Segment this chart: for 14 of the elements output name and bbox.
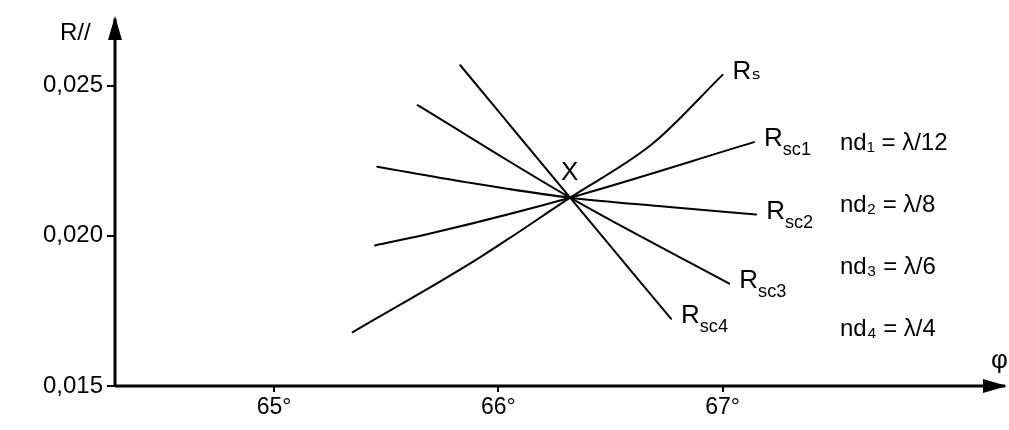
x-axis-title: φ <box>991 344 1008 374</box>
annotation: X <box>561 155 579 186</box>
annotation: nd₂ = λ/8 <box>840 190 936 217</box>
annotation: nd₄ = λ/4 <box>840 314 936 341</box>
x-tick-label: 65° <box>256 393 292 420</box>
y-tick-label: 0,025 <box>42 70 103 98</box>
series-label: Rₛ <box>732 54 762 85</box>
x-tick-label: 67° <box>705 393 740 420</box>
annotation: nd₁ = λ/12 <box>840 128 948 155</box>
y-tick-label: 0,015 <box>42 370 103 398</box>
annotation: nd₃ = λ/6 <box>840 252 936 279</box>
y-tick-label: 0,020 <box>42 220 103 248</box>
x-tick-label: 66° <box>480 393 516 420</box>
y-axis-title: R// <box>60 18 91 46</box>
